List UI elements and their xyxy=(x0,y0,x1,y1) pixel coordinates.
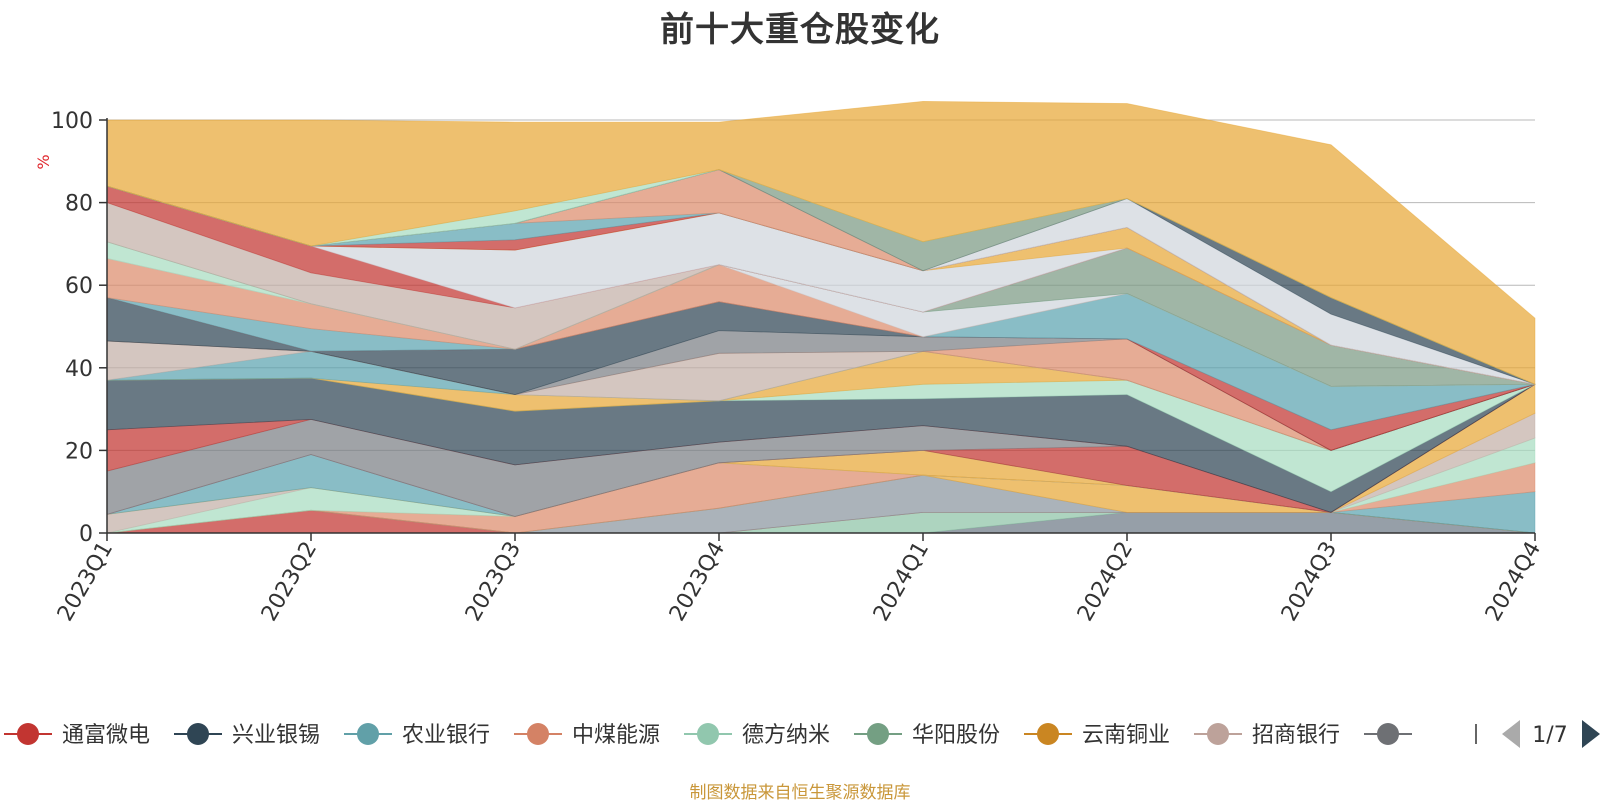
legend-label: 华阳股份 xyxy=(912,723,1000,748)
legend-next-page-icon[interactable] xyxy=(1582,720,1600,748)
legend-pager: 1/7 xyxy=(1502,720,1600,748)
area-layer xyxy=(106,100,1536,534)
legend-item[interactable]: 通富微电 xyxy=(4,723,150,748)
legend: 通富微电 兴业银锡 农业银行 中煤能源 德方纳米 华阳股份 云南铜业 招商银行 1/7 xyxy=(4,720,1600,748)
area-band-39 xyxy=(106,100,1536,385)
x-tick-label: 2023Q1 xyxy=(53,538,118,626)
legend-label: 德方纳米 xyxy=(742,723,830,748)
legend-item[interactable]: 招商银行 xyxy=(1194,723,1340,748)
y-unit-label: % xyxy=(34,154,53,169)
legend-item[interactable]: 中煤能源 xyxy=(514,723,660,748)
legend-item[interactable]: 德方纳米 xyxy=(684,723,830,748)
legend-item[interactable]: 云南铜业 xyxy=(1024,723,1170,748)
legend-label: 中煤能源 xyxy=(572,723,660,748)
source-note: 制图数据来自恒生聚源数据库 xyxy=(689,783,911,800)
legend-marker-icon xyxy=(187,723,209,745)
chart-title: 前十大重仓股变化 xyxy=(660,10,940,50)
legend-items: 通富微电 兴业银锡 农业银行 中煤能源 德方纳米 华阳股份 云南铜业 招商银行 xyxy=(4,723,1412,748)
legend-prev-page-icon[interactable] xyxy=(1502,720,1520,748)
legend-item[interactable]: 兴业银锡 xyxy=(174,723,320,748)
x-tick-label: 2024Q3 xyxy=(1277,538,1342,626)
legend-label: 兴业银锡 xyxy=(232,723,320,748)
legend-page-indicator: 1/7 xyxy=(1532,723,1567,748)
legend-marker-icon xyxy=(17,723,39,745)
x-tick-label: 2024Q2 xyxy=(1073,538,1138,626)
x-tick-label: 2024Q1 xyxy=(869,538,934,626)
legend-marker-icon xyxy=(357,723,379,745)
legend-label: 农业银行 xyxy=(402,723,490,748)
legend-marker-icon xyxy=(867,723,889,745)
legend-label: 招商银行 xyxy=(1252,723,1340,748)
legend-label: 通富微电 xyxy=(62,723,150,748)
legend-marker-icon xyxy=(1377,723,1399,745)
y-tick-label: 20 xyxy=(65,439,93,464)
x-tick-label: 2024Q4 xyxy=(1481,538,1546,626)
x-tick-label: 2023Q3 xyxy=(461,538,526,626)
legend-item[interactable]: 农业银行 xyxy=(344,723,490,748)
legend-marker-icon xyxy=(527,723,549,745)
legend-item[interactable]: 华阳股份 xyxy=(854,723,1000,748)
legend-label: 云南铜业 xyxy=(1082,723,1170,748)
y-tick-label: 0 xyxy=(79,522,93,547)
legend-marker-icon xyxy=(697,723,719,745)
legend-item[interactable] xyxy=(1364,723,1412,745)
x-tick-label: 2023Q2 xyxy=(257,538,322,626)
x-tick-label: 2023Q4 xyxy=(665,538,730,626)
legend-marker-icon xyxy=(1037,723,1059,745)
y-tick-label: 40 xyxy=(65,357,93,382)
y-tick-label: 60 xyxy=(65,274,93,299)
y-tick-label: 100 xyxy=(51,109,93,134)
y-tick-label: 80 xyxy=(65,192,93,217)
legend-marker-icon xyxy=(1207,723,1229,745)
